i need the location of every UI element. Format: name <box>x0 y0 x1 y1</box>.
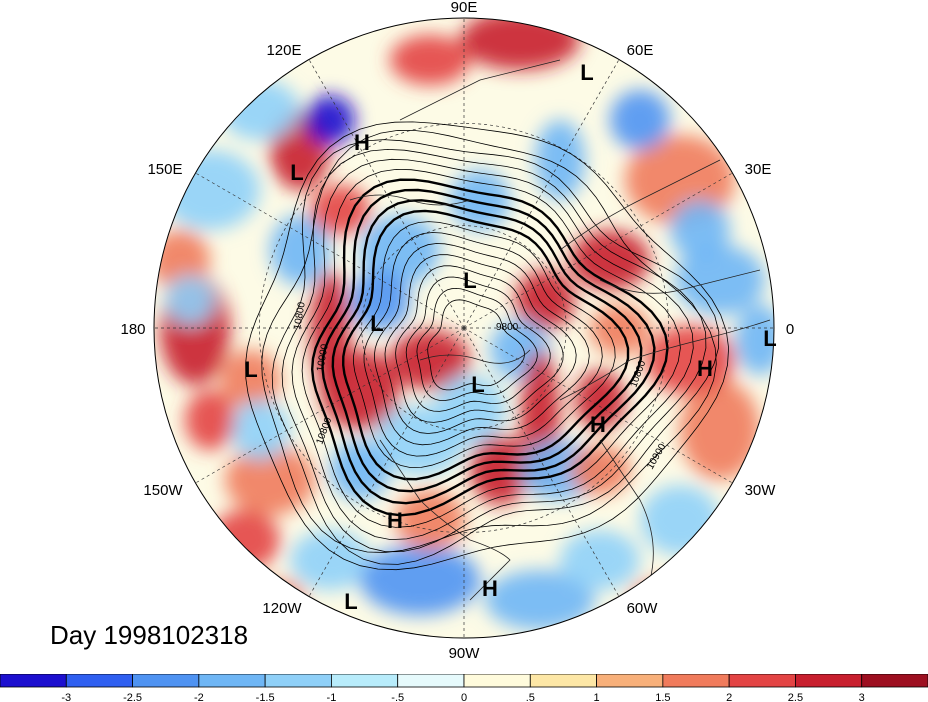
colorbar-tick-label: -1 <box>327 692 337 702</box>
colorbar-swatch <box>132 674 200 688</box>
contour-label-10900: 10900 <box>315 343 331 373</box>
contour-label-10800: 10800 <box>292 301 308 331</box>
lon-label-150e: 150E <box>147 161 182 178</box>
lon-label-0: 0 <box>786 321 794 338</box>
lon-label-30w: 30W <box>745 482 777 499</box>
graticule <box>154 18 774 638</box>
low-center: L <box>471 372 484 397</box>
colorbar-swatch <box>397 674 465 688</box>
colorbar-tick-label: .5 <box>526 692 535 702</box>
colorbar-swatch <box>662 674 730 688</box>
colorbar-tick-label: 3 <box>859 692 865 702</box>
low-center: L <box>290 160 303 185</box>
low-center: L <box>763 326 776 351</box>
lon-label-180: 180 <box>120 321 145 338</box>
geopotential-contours <box>245 121 730 571</box>
colorbar-swatch <box>728 674 796 688</box>
lon-label-90e: 90E <box>451 0 478 16</box>
low-center: L <box>580 60 593 85</box>
colorbar-swatch <box>0 674 67 688</box>
colorbar-tick-label: 1.5 <box>655 692 670 702</box>
lon-label-150w: 150W <box>143 482 183 499</box>
high-center: H <box>482 576 498 601</box>
colorbar-swatch <box>198 674 266 688</box>
colorbar-tick-label: 0 <box>461 692 467 702</box>
colorbar-swatch <box>529 674 597 688</box>
colorbar-swatch <box>65 674 133 688</box>
anomaly-field <box>154 18 774 638</box>
colorbar-swatch <box>463 674 531 688</box>
colorbar-tick-label: -2 <box>194 692 204 702</box>
map-boundary <box>153 17 775 639</box>
coastlines <box>349 59 771 601</box>
high-center: H <box>590 412 606 437</box>
low-center: L <box>463 268 476 293</box>
lon-label-120w: 120W <box>262 600 302 617</box>
colorbar-swatch <box>264 674 332 688</box>
colorbar-tick-label: -1.5 <box>256 692 275 702</box>
colorbar-swatch <box>331 674 399 688</box>
colorbar-swatch <box>795 674 863 688</box>
high-center: H <box>354 130 370 155</box>
low-center: L <box>344 589 357 614</box>
colorbar-tick-label: -2.5 <box>123 692 142 702</box>
lon-label-30e: 30E <box>745 161 772 178</box>
lon-label-60w: 60W <box>627 600 659 617</box>
lon-label-120e: 120E <box>266 42 301 59</box>
low-center: L <box>370 311 383 336</box>
contour-label-9800: 9800 <box>496 322 519 333</box>
colorbar-tick-label: 2.5 <box>788 692 803 702</box>
colorbar-swatch <box>596 674 664 688</box>
day-title: Day 1998102318 <box>50 620 249 650</box>
colorbar-tick-label: -3 <box>61 692 71 702</box>
low-center: L <box>244 357 257 382</box>
high-center: H <box>697 356 713 381</box>
lon-label-90w: 90W <box>449 645 481 662</box>
high-center: H <box>387 508 403 533</box>
colorbar-swatch <box>861 674 928 688</box>
polar-map: 90E 60E 30E 0 30W 60W 90W 120W 150W 180 … <box>120 0 794 662</box>
colorbar-tick-label: 2 <box>726 692 732 702</box>
colorbar-tick-label: -.5 <box>391 692 404 702</box>
lon-label-60e: 60E <box>627 42 654 59</box>
colorbar-tick-label: 1 <box>594 692 600 702</box>
colorbar: -3 -2.5 -2 -1.5 -1 -.5 0 .5 1 1.5 2 2.5 3 <box>0 674 928 702</box>
